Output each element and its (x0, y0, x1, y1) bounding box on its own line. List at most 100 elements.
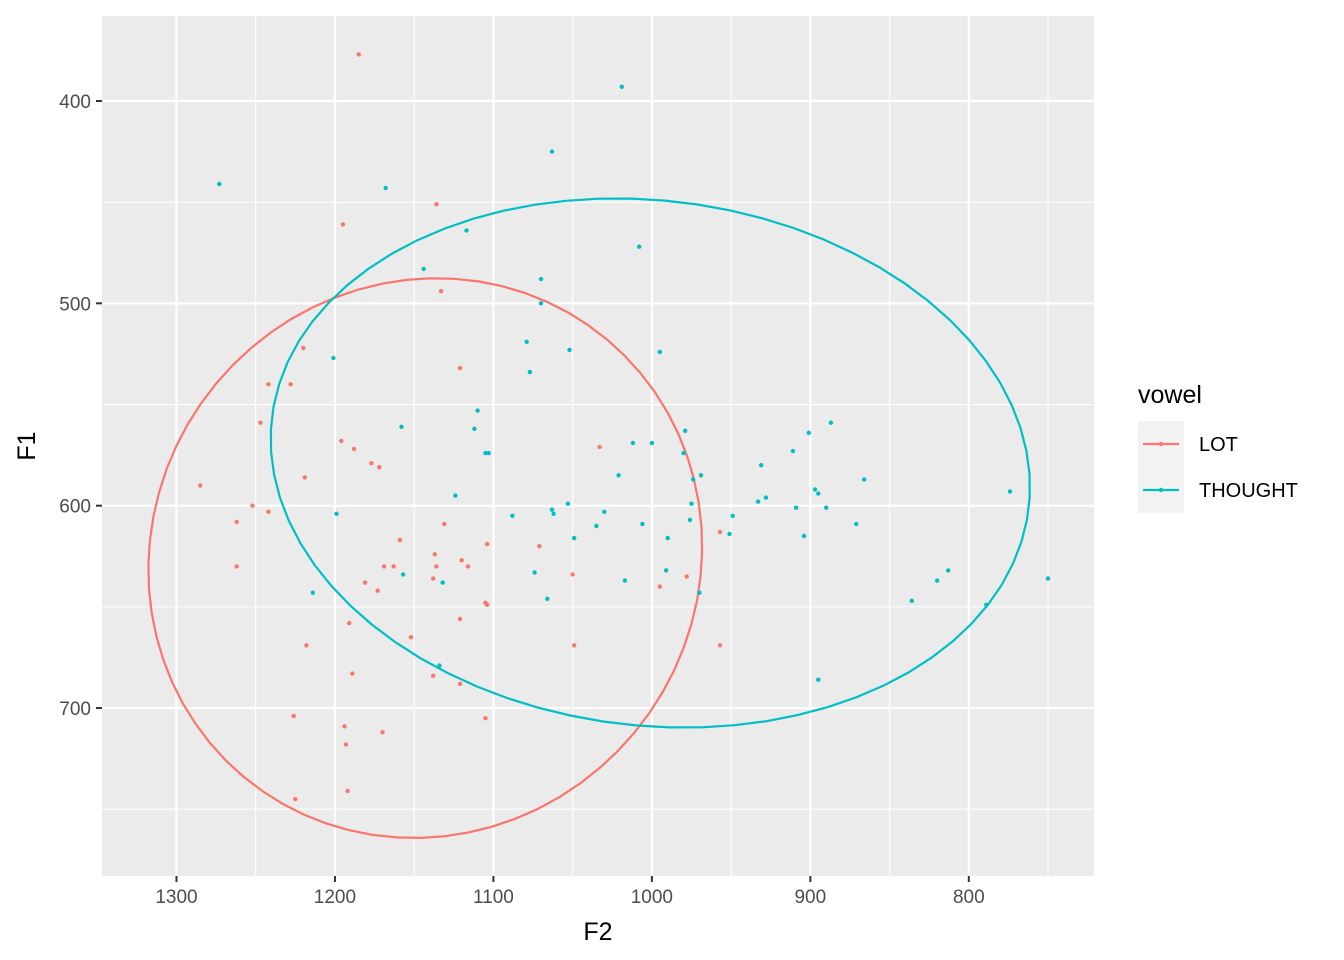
point-thought (730, 513, 735, 518)
point-lot (350, 671, 355, 676)
grid-minor (102, 16, 1094, 876)
point-lot (234, 564, 239, 569)
point-thought (637, 244, 642, 249)
point-lot (570, 572, 575, 577)
point-lot (345, 788, 350, 794)
point-lot (483, 716, 488, 721)
point-thought (594, 523, 599, 529)
x-tick-label: 1100 (473, 887, 514, 908)
point-thought (816, 677, 821, 682)
point-lot (351, 446, 357, 452)
point-lot (380, 730, 385, 735)
point-lot (457, 365, 463, 371)
point-lot (375, 588, 380, 593)
point-thought (1007, 489, 1013, 494)
legend: vowel LOT THOUGHT (1138, 381, 1298, 513)
point-lot (339, 438, 344, 444)
point-thought (909, 598, 914, 603)
points (198, 52, 1051, 802)
point-thought (475, 408, 480, 413)
x-tick-label: 1300 (155, 887, 197, 908)
point-thought (862, 477, 867, 482)
point-thought (549, 507, 555, 512)
legend-keys: LOT THOUGHT (1138, 421, 1298, 513)
x-tick-label: 800 (953, 887, 985, 908)
point-thought (331, 355, 336, 361)
point-lot (342, 724, 347, 729)
point-lot (302, 475, 307, 480)
point-thought (622, 578, 628, 583)
point-thought (663, 568, 669, 573)
y-tick-label: 700 (59, 699, 91, 720)
point-lot (457, 616, 463, 622)
point-lot (484, 541, 490, 547)
point-lot (377, 465, 382, 470)
point-thought (310, 590, 315, 595)
y-tick-label: 400 (59, 92, 91, 113)
point-thought (437, 663, 442, 668)
point-thought (551, 511, 556, 516)
point-thought (630, 440, 636, 446)
point-lot (293, 796, 298, 802)
ellipse-thought (269, 197, 1031, 729)
x-axis-title: F2 (583, 918, 612, 946)
point-lot (434, 564, 439, 569)
point-thought (806, 430, 811, 435)
point-thought (510, 513, 515, 518)
point-lot (717, 529, 723, 535)
point-lot (250, 503, 255, 508)
point-lot (340, 222, 346, 227)
point-lot (457, 681, 463, 686)
point-thought (532, 570, 537, 575)
point-thought (698, 473, 704, 478)
point-thought (453, 493, 458, 498)
point-thought (683, 428, 688, 433)
point-lot (198, 483, 203, 488)
point-thought (217, 181, 222, 187)
point-lot (717, 643, 723, 648)
point-lot (304, 643, 309, 648)
point-thought (640, 521, 645, 527)
legend-key-point (1158, 487, 1164, 493)
point-thought (755, 499, 761, 504)
point-thought (440, 580, 445, 585)
ellipses (147, 197, 1031, 840)
point-lot (391, 564, 396, 569)
point-thought (619, 84, 624, 90)
point-lot (684, 574, 689, 579)
point-lot (258, 420, 263, 425)
y-tick-label: 500 (59, 294, 91, 315)
point-thought (1045, 576, 1051, 581)
point-thought (538, 301, 544, 306)
point-lot (266, 509, 271, 514)
x-tick-label: 1200 (314, 887, 356, 908)
point-thought (383, 185, 388, 191)
point-lot (537, 544, 542, 549)
point-thought (334, 511, 339, 516)
point-thought (400, 572, 406, 577)
point-thought (934, 578, 940, 583)
point-thought (727, 531, 732, 537)
y-tick-label: 600 (59, 497, 91, 518)
point-thought (946, 568, 951, 573)
x-tick-label: 1000 (631, 887, 673, 908)
point-lot (356, 52, 361, 57)
point-thought (545, 596, 550, 601)
point-thought (801, 533, 807, 539)
point-thought (464, 228, 469, 233)
point-thought (527, 369, 533, 375)
legend-label: THOUGHT (1199, 480, 1298, 502)
point-lot (572, 643, 577, 648)
point-lot (288, 382, 293, 387)
point-thought (763, 495, 769, 500)
axes: 1300 1200 1100 1000 900 800 400 500 600 700 (59, 92, 984, 908)
point-lot (381, 564, 387, 569)
point-thought (486, 450, 491, 456)
point-thought (572, 535, 577, 541)
point-thought (854, 521, 859, 527)
legend-label: LOT (1199, 434, 1238, 456)
point-thought (816, 491, 821, 496)
point-lot (431, 673, 436, 678)
point-lot (459, 558, 464, 563)
